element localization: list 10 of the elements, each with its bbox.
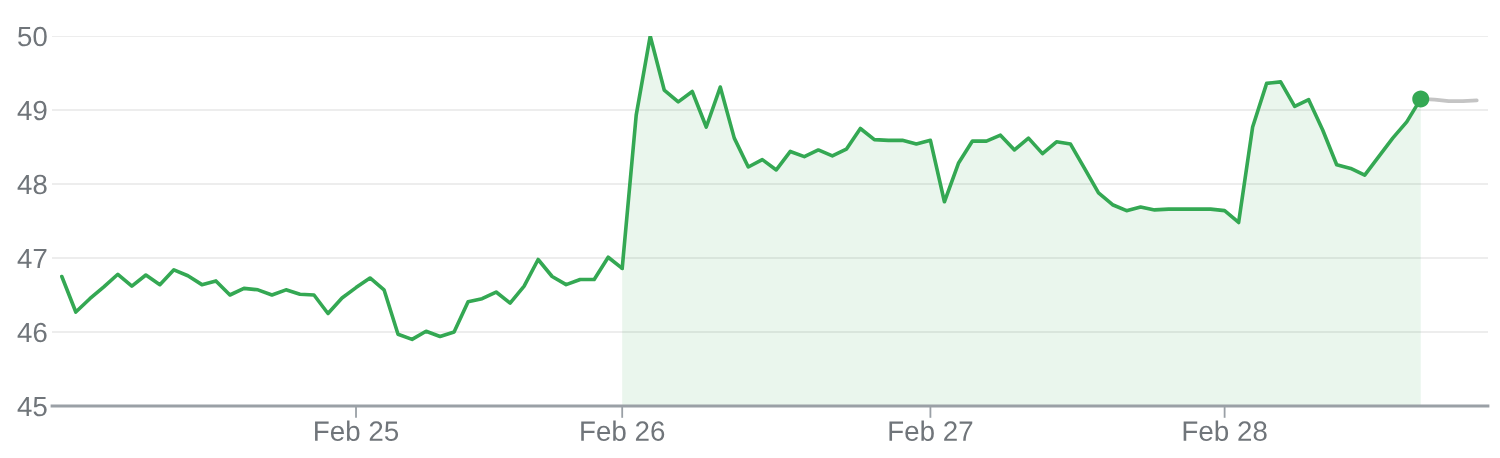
y-tick-label: 49	[17, 100, 47, 121]
x-tick-label: Feb 28	[1183, 420, 1267, 441]
y-tick-label: 45	[17, 396, 47, 417]
y-tick-label: 46	[17, 322, 47, 343]
x-tick-label: Feb 27	[889, 420, 973, 441]
x-tick-label: Feb 26	[581, 420, 665, 441]
y-tick-label: 50	[18, 26, 47, 47]
x-tick-label: Feb 25	[315, 420, 399, 441]
y-tick-label: 48	[17, 174, 47, 195]
y-tick-label: 47	[17, 248, 47, 269]
